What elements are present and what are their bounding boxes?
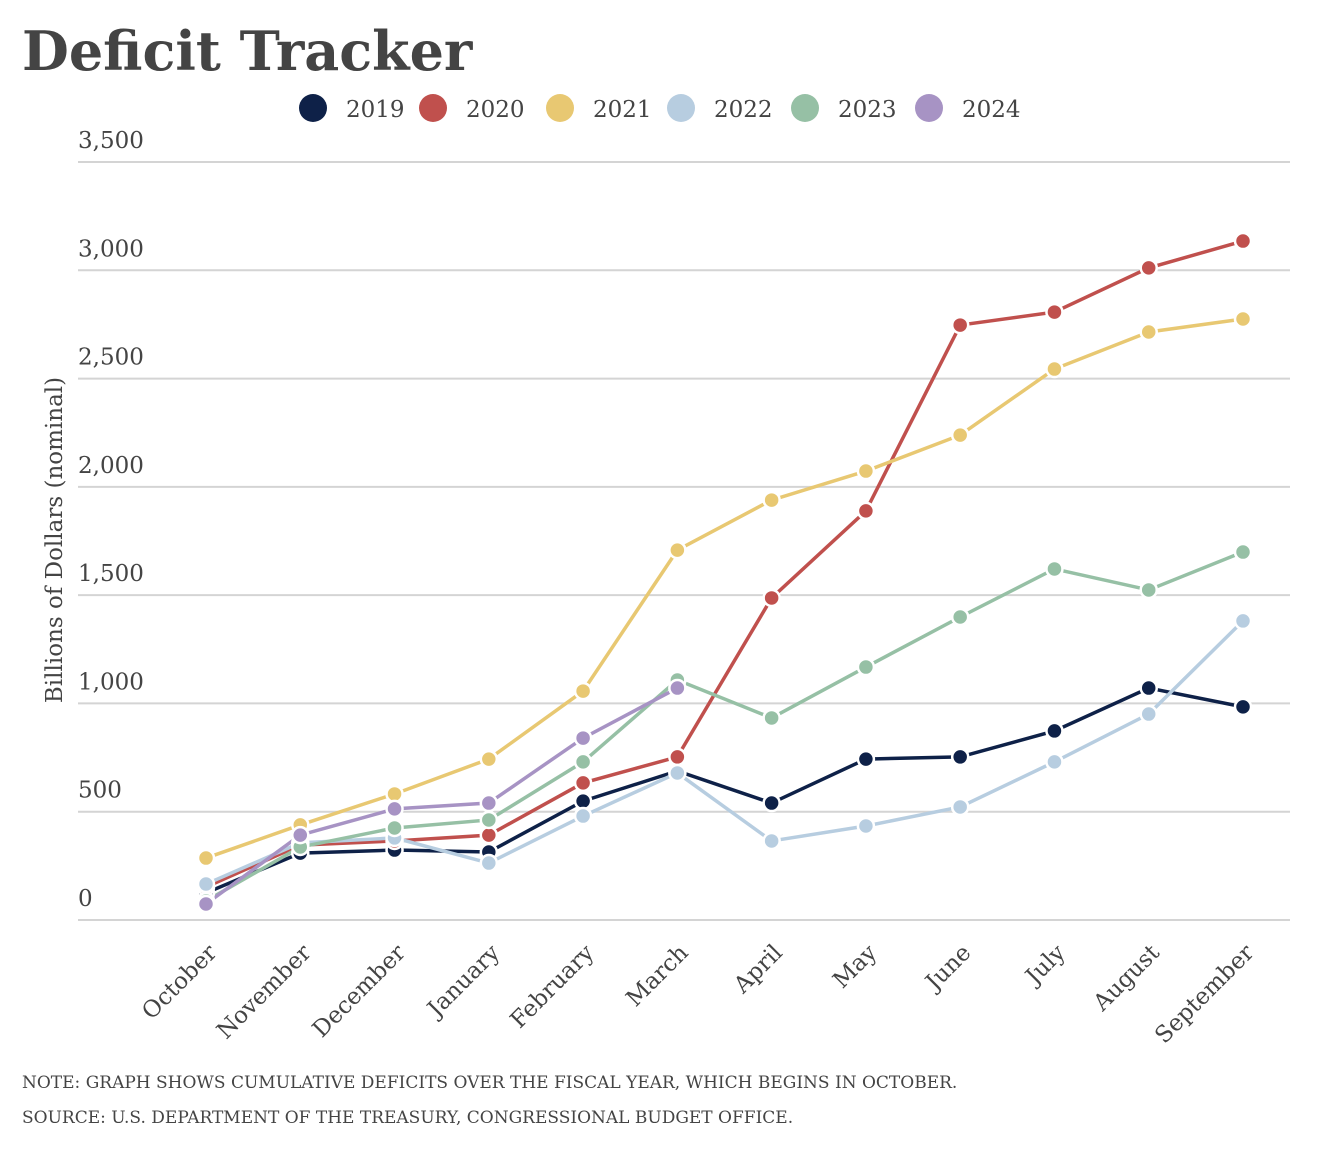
data-point — [762, 708, 781, 728]
series-line — [205, 686, 1244, 895]
series-line — [205, 550, 1244, 903]
data-point — [385, 818, 404, 838]
data-point — [950, 797, 970, 817]
legend-marker — [546, 94, 574, 122]
y-tick-label: 2,000 — [78, 453, 144, 479]
data-point — [1139, 678, 1158, 698]
data-point — [856, 657, 876, 677]
data-point — [1233, 697, 1253, 717]
y-tick-label: 2,500 — [78, 345, 144, 371]
legend-label: 2024 — [962, 97, 1021, 123]
x-tick-label: October — [137, 940, 222, 1025]
data-point — [1045, 302, 1064, 322]
legend-label: 2020 — [466, 97, 525, 123]
data-point — [668, 678, 687, 698]
data-point — [291, 825, 310, 845]
x-tick-label: May — [828, 940, 882, 994]
x-tick-label: March — [622, 940, 694, 1012]
data-point — [196, 874, 216, 894]
legend-marker — [915, 94, 943, 122]
data-point — [668, 540, 687, 560]
legend-label: 2022 — [714, 97, 773, 123]
data-point — [856, 749, 876, 769]
series-line — [205, 317, 1244, 860]
legend-marker — [419, 94, 447, 122]
data-point — [1139, 322, 1158, 342]
legend-marker — [791, 94, 819, 122]
data-point — [573, 752, 593, 772]
data-point — [1233, 542, 1253, 562]
data-point — [573, 728, 593, 748]
data-point — [573, 773, 593, 793]
data-point — [1045, 559, 1064, 579]
legend-marker — [667, 94, 695, 122]
data-point — [385, 784, 404, 804]
data-point — [1139, 258, 1158, 278]
legend-label: 2021 — [593, 97, 652, 123]
data-point — [1139, 704, 1158, 724]
x-tick-label: November — [212, 940, 316, 1044]
legend-marker — [299, 94, 327, 122]
data-point — [762, 831, 781, 851]
x-tick-label: December — [308, 940, 411, 1043]
data-point — [762, 588, 781, 608]
x-tick-label: August — [1088, 939, 1166, 1017]
source: SOURCE: U.S. DEPARTMENT OF THE TREASURY,… — [22, 1108, 793, 1128]
x-tick-label: February — [506, 940, 600, 1034]
data-point — [1233, 611, 1253, 631]
chart-title: Deficit Tracker — [22, 19, 473, 83]
y-tick-label: 1,500 — [78, 561, 144, 587]
data-point — [950, 315, 970, 335]
x-tick-label: June — [920, 940, 977, 997]
data-point — [762, 793, 781, 813]
data-point — [573, 791, 593, 811]
series-line — [204, 686, 679, 906]
data-point — [1139, 580, 1158, 600]
data-point — [668, 763, 687, 783]
series-line — [205, 619, 1245, 886]
data-point — [762, 490, 781, 510]
data-point — [196, 894, 216, 914]
y-tick-label: 500 — [78, 778, 122, 804]
data-point — [385, 799, 404, 819]
data-point — [573, 681, 593, 701]
data-point — [1045, 752, 1064, 772]
data-point — [856, 816, 876, 836]
data-point — [479, 853, 499, 873]
data-point — [1045, 359, 1064, 379]
y-tick-label: 0 — [78, 886, 93, 912]
data-point — [668, 747, 687, 767]
y-tick-label: 1,000 — [78, 669, 144, 695]
data-point — [479, 810, 499, 830]
x-tick-label: September — [1150, 940, 1259, 1049]
data-point — [1045, 721, 1064, 741]
data-point — [479, 749, 499, 769]
series-line — [205, 239, 1244, 889]
data-point — [479, 793, 499, 813]
x-tick-label: July — [1020, 940, 1071, 991]
data-point — [950, 425, 970, 445]
data-point — [856, 461, 876, 481]
x-tick-label: April — [728, 940, 787, 999]
data-point — [856, 501, 876, 521]
y-tick-label: 3,000 — [78, 236, 144, 262]
legend-label: 2019 — [346, 97, 405, 123]
data-point — [1233, 309, 1253, 329]
note: NOTE: GRAPH SHOWS CUMULATIVE DEFICITS OV… — [22, 1073, 957, 1093]
y-axis-label: Billions of Dollars (nominal) — [42, 377, 68, 703]
legend-label: 2023 — [838, 97, 897, 123]
data-point — [196, 848, 216, 868]
data-point — [1233, 231, 1253, 251]
x-tick-label: January — [421, 940, 505, 1024]
data-point — [479, 825, 499, 845]
data-point — [950, 747, 970, 767]
data-point — [950, 607, 970, 627]
y-tick-label: 3,500 — [78, 128, 144, 154]
data-point — [573, 806, 593, 826]
